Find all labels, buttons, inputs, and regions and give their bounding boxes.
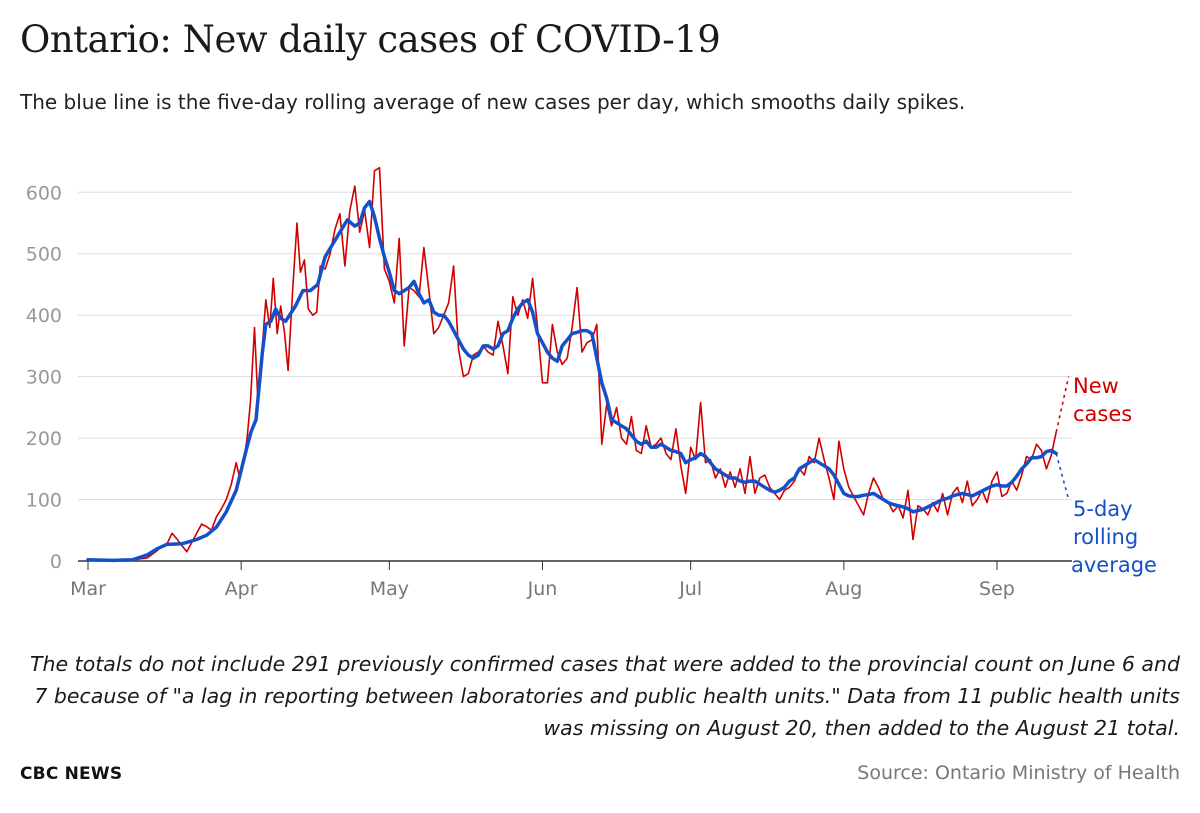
y-tick-label-200: 200: [26, 428, 62, 450]
y-axis-ticks: 0 100 200 300 400 500 600: [26, 182, 62, 573]
source-credit: Source: Ontario Ministry of Health: [857, 762, 1180, 784]
x-axis-ticks: Mar Apr May Jun Jul Aug Sep: [70, 561, 1015, 600]
y-tick-label-300: 300: [26, 367, 62, 389]
y-tick-label-0: 0: [50, 551, 62, 573]
brand-logo: CBC NEWS: [20, 764, 123, 784]
y-tick-label-500: 500: [26, 244, 62, 266]
x-tick-label-apr: Apr: [225, 578, 258, 600]
x-tick-label-jul: Jul: [678, 578, 702, 600]
x-tick-label-aug: Aug: [825, 578, 862, 600]
series-dashed-new-cases: [1055, 376, 1070, 433]
y-tick-label-600: 600: [26, 182, 62, 204]
footnote: The totals do not include 291 previously…: [30, 652, 1180, 740]
series-line-rolling-average: [86, 199, 1058, 563]
series-labels: New cases 5-day rolling average: [1071, 374, 1157, 577]
legend-label-rolling-average: 5-day rolling average: [1071, 497, 1157, 577]
series-dashed-rolling-average: [1055, 453, 1070, 500]
legend-label-new-cases: New cases: [1073, 374, 1132, 426]
x-tick-label-jun: Jun: [527, 578, 558, 600]
chart-title: Ontario: New daily cases of COVID-19: [20, 18, 721, 61]
series-line-new-cases: [92, 166, 1057, 562]
x-tick-label-may: May: [370, 578, 409, 600]
line-chart: 0 100 200 300 400 500 600 Mar Apr May Jun Jul Aug Se…: [26, 166, 1157, 600]
series-lines: [86, 166, 1070, 563]
chart-subtitle: The blue line is the five-day rolling av…: [20, 90, 966, 114]
x-tick-label-mar: Mar: [70, 578, 106, 600]
grid-lines: [78, 191, 1072, 562]
y-tick-label-100: 100: [26, 490, 62, 512]
x-tick-label-sep: Sep: [979, 578, 1015, 600]
y-tick-label-400: 400: [26, 305, 62, 327]
